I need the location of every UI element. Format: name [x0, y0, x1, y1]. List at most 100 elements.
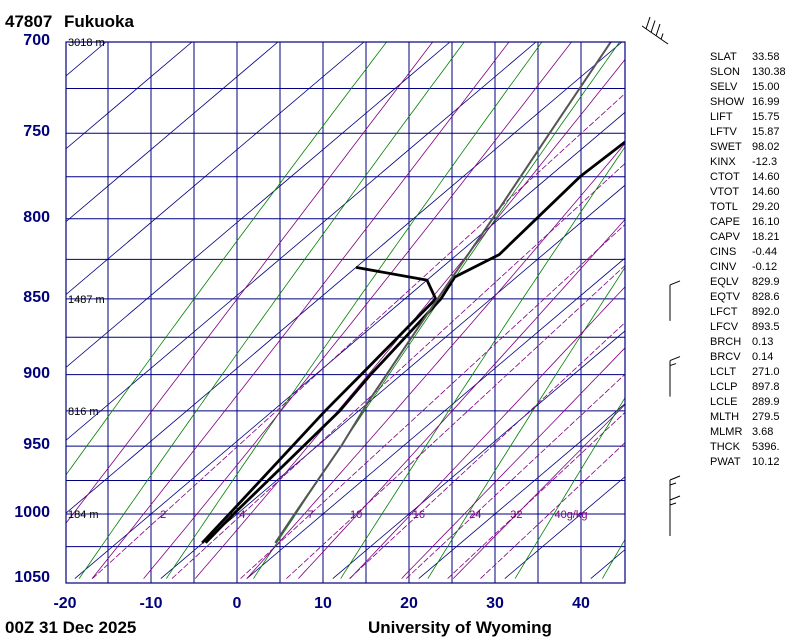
index-value: 16.99: [752, 96, 780, 108]
dry-adiabat: [78, 42, 465, 579]
isotherm: [66, 42, 451, 368]
moist-adiabat: [246, 143, 625, 579]
index-value: 829.9: [752, 276, 780, 288]
pressure-tick-label: 800: [23, 208, 50, 226]
index-value: 271.0: [752, 366, 780, 378]
moist-adiabat: [143, 42, 572, 579]
height-label: 3018 m: [68, 37, 105, 49]
isotherm: [66, 42, 279, 223]
temperature-tick-label: 0: [232, 595, 242, 612]
station-id: 47807: [5, 12, 53, 31]
wind-barbs: [641, 16, 681, 536]
height-label: 816 m: [68, 406, 99, 418]
index-key: VTOT: [710, 186, 740, 198]
index-value: 893.5: [752, 321, 780, 333]
mixing-ratio-label: 10: [350, 509, 362, 521]
parcel-line: [274, 42, 612, 544]
index-key: SHOW: [710, 96, 745, 108]
index-row: KINX -12.3: [710, 155, 786, 170]
mark-layer: [201, 42, 625, 544]
index-row: THCK 5396.: [710, 440, 786, 455]
index-key: PWAT: [710, 456, 741, 468]
indices-panel: SLAT 33.58 SLON 130.38 SELV 15.00 SHOW 16.99 LIF…: [710, 50, 786, 470]
isotherm: [246, 257, 625, 579]
index-row: LFCV 893.5: [710, 320, 786, 335]
index-row: LIFT 15.75: [710, 110, 786, 125]
grid-layer: [66, 42, 625, 583]
mixing-ratio-line: [92, 92, 625, 579]
pressure-tick-label: 1000: [14, 504, 50, 521]
index-value: 18.21: [752, 231, 780, 243]
index-key: CTOT: [710, 171, 740, 183]
pressure-tick-label: 900: [23, 364, 50, 382]
index-row: LCLP 897.8: [710, 380, 786, 395]
index-key: LFTV: [710, 126, 737, 138]
index-row: SLON 130.38: [710, 65, 786, 80]
mixing-ratio-label: 16: [413, 509, 425, 521]
index-key: LFCT: [710, 306, 738, 318]
index-row: CAPV 18.21: [710, 230, 786, 245]
dry-adiabat: [340, 146, 625, 579]
index-row: MLTH 279.5: [710, 410, 786, 425]
index-row: SELV 15.00: [710, 80, 786, 95]
isotherm: [74, 111, 625, 579]
index-value: 33.58: [752, 51, 780, 63]
index-key: LFCV: [710, 321, 739, 333]
index-row: LCLE 289.9: [710, 395, 786, 410]
index-row: EQTV 828.6: [710, 290, 786, 305]
index-key: SWET: [710, 141, 742, 153]
index-row: LCLT 271.0: [710, 365, 786, 380]
dry-adiabat: [165, 42, 543, 579]
index-key: EQTV: [710, 291, 740, 303]
isotherm: [66, 42, 537, 441]
index-row: EQLV 829.9: [710, 275, 786, 290]
index-key: TOTL: [710, 201, 738, 213]
index-row: LFTV 15.87: [710, 125, 786, 140]
index-row: CINV -0.12: [710, 260, 786, 275]
index-key: CINV: [710, 261, 737, 273]
isotherm: [332, 330, 625, 579]
temperature-line: [204, 140, 625, 544]
index-key: EQLV: [710, 276, 739, 288]
index-value: 14.60: [752, 186, 780, 198]
index-row: BRCH 0.13: [710, 335, 786, 350]
index-value: 279.5: [752, 411, 780, 423]
dry-adiabat: [253, 42, 620, 579]
temperature-tick-label: 10: [314, 595, 332, 612]
isotherm: [418, 403, 625, 579]
dry-adiabat: [514, 396, 625, 579]
index-value: 3.68: [752, 426, 774, 438]
temperature-tick-label: -20: [53, 595, 77, 612]
index-row: CAPE 16.10: [710, 215, 786, 230]
index-value: 98.02: [752, 141, 780, 153]
index-key: BRCH: [710, 336, 742, 348]
temperature-tick-label: 40: [572, 595, 590, 612]
mixing-ratio-label: 7: [307, 509, 313, 521]
index-key: SELV: [710, 81, 738, 93]
moist-adiabat: [452, 404, 625, 579]
index-key: LCLP: [710, 381, 738, 393]
index-value: 14.60: [752, 171, 780, 183]
index-value: 10.12: [752, 456, 780, 468]
pressure-tick-label: 750: [23, 123, 50, 141]
index-value: 0.13: [752, 336, 774, 348]
dewpoint-line: [201, 266, 438, 544]
index-key: CAPE: [710, 216, 740, 228]
moist-adiabat: [298, 218, 625, 579]
index-row: SHOW 16.99: [710, 95, 786, 110]
mixing-ratio-line: [349, 322, 625, 579]
index-value: -0.44: [752, 246, 778, 258]
isotherm: [66, 42, 365, 296]
time-label: 00Z 31 Dec 2025: [5, 618, 137, 637]
temperature-tick-label: 30: [486, 595, 504, 612]
source-label: University of Wyoming: [368, 618, 552, 637]
isotherm: [160, 184, 625, 579]
plot-frame: [65, 41, 626, 584]
mixing-ratio-label: 40g/kg: [554, 509, 587, 521]
index-row: SLAT 33.58: [710, 50, 786, 65]
temperature-tick-label: -10: [139, 595, 163, 612]
index-row: SWET 98.02: [710, 140, 786, 155]
index-value: 15.87: [752, 126, 780, 138]
pressure-tick-label: 850: [23, 288, 50, 306]
